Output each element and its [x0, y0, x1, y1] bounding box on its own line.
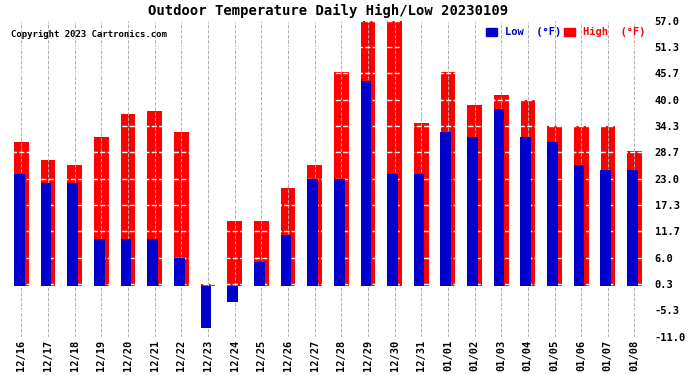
Bar — [254, 220, 268, 286]
Bar — [14, 174, 25, 286]
Bar — [520, 137, 531, 286]
Bar — [360, 81, 371, 286]
Bar — [387, 174, 398, 286]
Bar — [68, 165, 82, 286]
Bar — [440, 132, 451, 286]
Bar — [41, 160, 55, 286]
Bar — [147, 239, 158, 286]
Bar — [387, 21, 402, 286]
Bar — [148, 111, 162, 286]
Bar — [467, 105, 482, 286]
Bar — [254, 262, 264, 286]
Bar — [281, 188, 295, 286]
Bar — [414, 123, 428, 286]
Bar — [574, 126, 589, 286]
Bar — [94, 137, 109, 286]
Bar — [228, 220, 242, 286]
Bar — [441, 72, 455, 286]
Bar — [201, 286, 211, 327]
Bar — [414, 174, 424, 286]
Bar — [307, 179, 318, 286]
Bar — [600, 170, 611, 286]
Bar — [547, 126, 562, 286]
Bar — [14, 142, 29, 286]
Bar — [307, 165, 322, 286]
Bar — [627, 151, 642, 286]
Title: Outdoor Temperature Daily High/Low 20230109: Outdoor Temperature Daily High/Low 20230… — [148, 4, 508, 18]
Bar — [467, 137, 477, 286]
Legend: Low  (°F), High  (°F): Low (°F), High (°F) — [485, 26, 647, 38]
Bar — [494, 109, 504, 286]
Bar — [334, 72, 348, 286]
Bar — [227, 286, 238, 302]
Bar — [494, 95, 509, 286]
Bar — [334, 179, 344, 286]
Bar — [520, 100, 535, 286]
Bar — [94, 239, 105, 286]
Bar — [174, 132, 189, 286]
Bar — [201, 284, 215, 286]
Bar — [174, 258, 185, 286]
Bar — [600, 126, 615, 286]
Bar — [573, 165, 584, 286]
Bar — [281, 235, 291, 286]
Bar — [121, 239, 131, 286]
Text: Copyright 2023 Cartronics.com: Copyright 2023 Cartronics.com — [10, 30, 166, 39]
Bar — [361, 21, 375, 286]
Bar — [121, 114, 135, 286]
Bar — [627, 170, 638, 286]
Bar — [547, 142, 558, 286]
Bar — [41, 183, 51, 286]
Bar — [68, 183, 78, 286]
